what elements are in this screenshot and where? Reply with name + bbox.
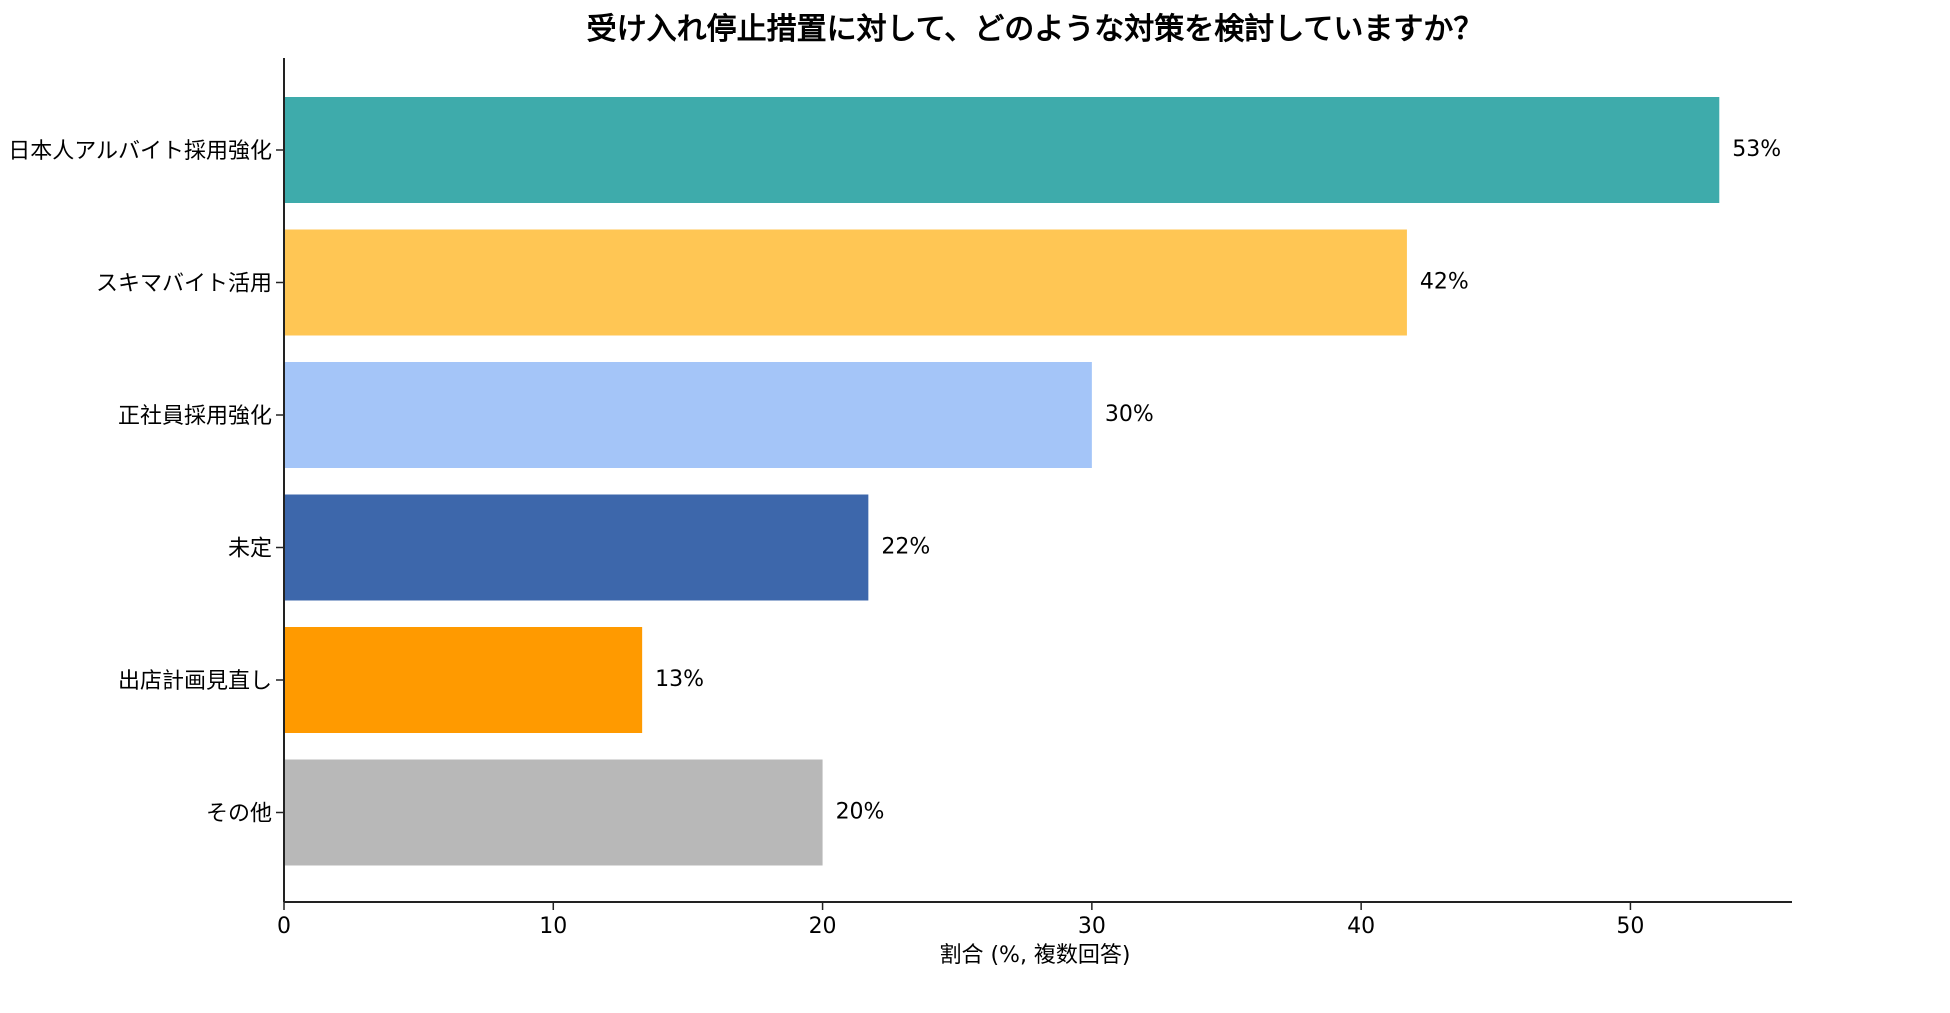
bar-0 — [284, 97, 1720, 203]
x-tick-label-1: 10 — [539, 914, 567, 939]
value-label-2: 30% — [1105, 402, 1154, 427]
bar-1 — [284, 229, 1407, 336]
bar-3 — [284, 494, 869, 601]
value-label-0: 53% — [1732, 137, 1781, 162]
category-label-2: 正社員採用強化 — [118, 404, 272, 429]
category-label-0: 日本人アルバイト採用強化 — [8, 139, 272, 164]
x-tick-label-2: 20 — [809, 914, 837, 939]
category-label-5: その他 — [206, 802, 272, 827]
x-tick-label-5: 50 — [1616, 914, 1644, 939]
x-tick-label-0: 0 — [277, 914, 291, 939]
axes — [283, 58, 1792, 903]
x-tick-label-3: 30 — [1078, 914, 1106, 939]
category-label-1: スキマバイト活用 — [96, 272, 272, 297]
value-labels: 53% 42% 30% 22% 13% 20% — [655, 137, 1781, 825]
value-label-3: 22% — [881, 535, 930, 560]
bars-layer — [284, 97, 1720, 866]
category-label-4: 出店計画見直し — [118, 669, 272, 694]
bar-2 — [284, 362, 1092, 468]
x-axis-ticks: 0 10 20 30 40 50 — [277, 902, 1644, 939]
value-label-4: 13% — [655, 667, 704, 692]
value-label-5: 20% — [836, 800, 885, 825]
chart-title: 受け入れ停止措置に対して、どのような対策を検討していますか？ — [587, 12, 1484, 47]
category-label-3: 未定 — [228, 537, 272, 562]
bar-5 — [284, 759, 823, 866]
bar-4 — [284, 627, 643, 733]
x-tick-label-4: 40 — [1347, 914, 1375, 939]
x-axis-label: 割合 (%, 複数回答) — [939, 943, 1130, 968]
value-label-1: 42% — [1420, 270, 1469, 295]
